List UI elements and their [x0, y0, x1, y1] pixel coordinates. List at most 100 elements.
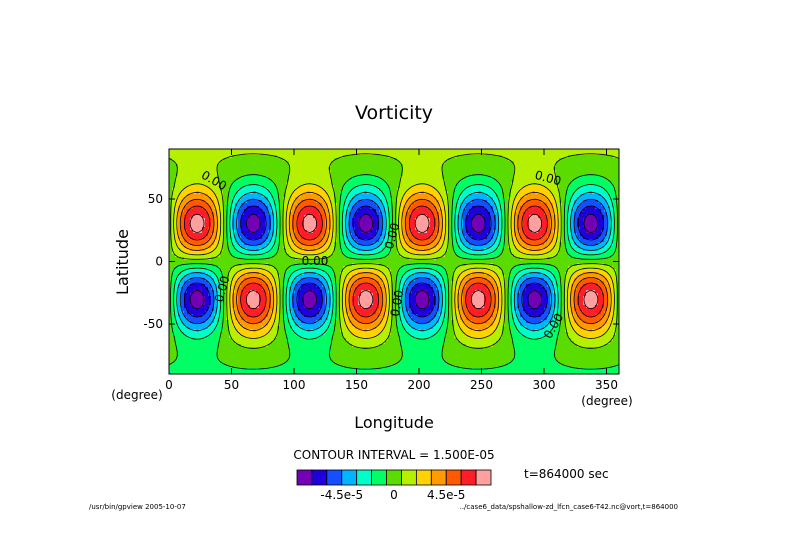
- field-cell: [397, 233, 401, 237]
- field-cell: [550, 215, 554, 219]
- field-cell: [223, 170, 227, 174]
- field-cell: [304, 227, 308, 231]
- field-cell: [277, 161, 281, 165]
- field-cell: [610, 215, 614, 219]
- field-cell: [487, 176, 491, 180]
- field-cell: [286, 182, 290, 186]
- field-cell: [604, 182, 608, 186]
- field-cell: [292, 161, 296, 165]
- field-cell: [253, 206, 257, 210]
- field-cell: [244, 176, 248, 180]
- field-cell: [511, 149, 515, 153]
- field-cell: [610, 209, 614, 213]
- field-cell: [217, 206, 221, 210]
- field-cell: [244, 206, 248, 210]
- field-cell: [574, 179, 578, 183]
- field-cell: [607, 197, 611, 201]
- field-cell: [451, 179, 455, 183]
- field-cell: [385, 167, 389, 171]
- field-cell: [586, 239, 590, 243]
- field-cell: [370, 224, 374, 228]
- field-cell: [424, 221, 428, 225]
- field-cell: [538, 221, 542, 225]
- field-cell: [475, 179, 479, 183]
- field-cell: [349, 221, 353, 225]
- field-cell: [355, 182, 359, 186]
- field-cell: [442, 206, 446, 210]
- field-cell: [604, 185, 608, 189]
- field-cell: [310, 149, 314, 153]
- field-cell: [574, 215, 578, 219]
- field-cell: [532, 188, 536, 192]
- field-cell: [283, 209, 287, 213]
- field-cell: [406, 206, 410, 210]
- field-cell: [403, 152, 407, 156]
- field-cell: [319, 176, 323, 180]
- field-cell: [568, 191, 572, 195]
- field-cell: [235, 212, 239, 216]
- field-cell: [319, 242, 323, 246]
- field-cell: [244, 170, 248, 174]
- field-cell: [583, 170, 587, 174]
- field-cell: [550, 149, 554, 153]
- field-cell: [532, 227, 536, 231]
- field-cell: [349, 245, 353, 249]
- field-cell: [406, 167, 410, 171]
- field-cell: [373, 221, 377, 225]
- field-cell: [391, 176, 395, 180]
- field-cell: [367, 233, 371, 237]
- field-cell: [553, 194, 557, 198]
- field-cell: [412, 215, 416, 219]
- field-cell: [271, 179, 275, 183]
- field-cell: [322, 242, 326, 246]
- field-cell: [592, 179, 596, 183]
- field-cell: [328, 179, 332, 183]
- field-cell: [478, 164, 482, 168]
- field-cell: [430, 224, 434, 228]
- field-cell: [574, 167, 578, 171]
- field-cell: [268, 248, 272, 252]
- field-cell: [409, 188, 413, 192]
- field-cell: [382, 185, 386, 189]
- field-cell: [202, 242, 206, 246]
- field-cell: [586, 224, 590, 228]
- field-cell: [241, 185, 245, 189]
- field-cell: [265, 227, 269, 231]
- field-cell: [493, 182, 497, 186]
- field-cell: [595, 242, 599, 246]
- field-cell: [532, 170, 536, 174]
- field-cell: [445, 179, 449, 183]
- field-cell: [367, 155, 371, 159]
- field-cell: [574, 194, 578, 198]
- field-cell: [211, 185, 215, 189]
- field-cell: [250, 248, 254, 252]
- field-cell: [325, 158, 329, 162]
- field-cell: [286, 194, 290, 198]
- field-cell: [526, 158, 530, 162]
- field-cell: [238, 248, 242, 252]
- field-cell: [517, 155, 521, 159]
- field-cell: [199, 161, 203, 165]
- field-cell: [313, 170, 317, 174]
- field-cell: [505, 179, 509, 183]
- field-cell: [547, 218, 551, 222]
- field-cell: [553, 200, 557, 204]
- field-cell: [598, 245, 602, 249]
- field-cell: [508, 173, 512, 177]
- field-cell: [340, 239, 344, 243]
- field-cell: [589, 218, 593, 222]
- field-cell: [499, 164, 503, 168]
- field-cell: [346, 239, 350, 243]
- field-cell: [241, 233, 245, 237]
- field-cell: [370, 239, 374, 243]
- field-cell: [244, 173, 248, 177]
- field-cell: [487, 224, 491, 228]
- field-cell: [220, 203, 224, 207]
- field-cell: [259, 185, 263, 189]
- field-cell: [193, 227, 197, 231]
- field-cell: [382, 167, 386, 171]
- field-cell: [400, 209, 404, 213]
- field-cell: [226, 206, 230, 210]
- field-cell: [436, 188, 440, 192]
- field-cell: [379, 182, 383, 186]
